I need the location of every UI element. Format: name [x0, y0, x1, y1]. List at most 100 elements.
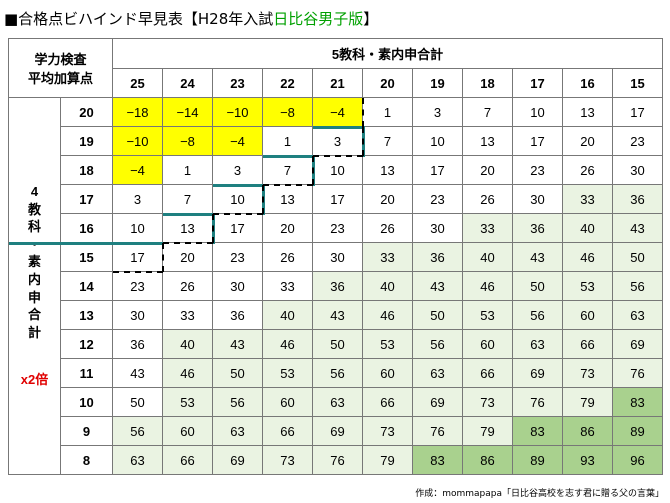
row-header: 10: [60, 387, 113, 417]
table-cell: 36: [612, 184, 663, 214]
threshold-line: [312, 125, 363, 129]
column-header: 18: [462, 68, 513, 98]
dashed-line: [311, 155, 314, 185]
table-cell: 33: [462, 213, 513, 243]
table-cell: 10: [112, 213, 163, 243]
threshold-line: [8, 241, 113, 245]
table-cell: 17: [112, 242, 163, 272]
table-cell: 53: [162, 387, 213, 417]
table-cell: 36: [212, 300, 263, 330]
table-cell: 43: [212, 329, 263, 359]
row-header: 12: [60, 329, 113, 359]
table-cell: 66: [362, 387, 413, 417]
table-cell: 50: [612, 242, 663, 272]
row-header: 9: [60, 416, 113, 446]
table-cell: 26: [162, 271, 213, 301]
table-cell: 17: [312, 184, 363, 214]
table-cell: 43: [312, 300, 363, 330]
table-cell: 69: [312, 416, 363, 446]
table-cell: 23: [112, 271, 163, 301]
row-group-label-char: 計: [27, 324, 41, 340]
table-cell: 43: [612, 213, 663, 243]
table-cell: 63: [312, 387, 363, 417]
table-cell: 79: [562, 387, 613, 417]
table-cell: 30: [512, 184, 563, 214]
spacer: [9, 341, 60, 371]
table-cell: 89: [512, 445, 563, 475]
table-cell: 50: [412, 300, 463, 330]
table-cell: 56: [412, 329, 463, 359]
table-cell: 36: [512, 213, 563, 243]
row-group-label-char: 4: [30, 184, 39, 200]
threshold-line: [162, 212, 213, 216]
page-title: ■合格点ビハインド早見表【H28年入試日比谷男子版】: [4, 4, 378, 34]
table-cell: 36: [412, 242, 463, 272]
row-group-label-char: 科: [27, 219, 41, 235]
table-cell: 33: [362, 242, 413, 272]
table-cell: 66: [262, 416, 313, 446]
row-group-label-char: 申: [27, 289, 41, 305]
threshold-line: [112, 241, 163, 245]
table-cell: 30: [612, 155, 663, 185]
table-cell: 7: [362, 126, 413, 156]
score-table: 学力検査 平均加算点 5教科・素内申合計 25 24 23 22 21 20 19 18 17 1…: [8, 38, 663, 475]
table-cell: 26: [362, 213, 413, 243]
row-group-label-char: 内: [27, 272, 41, 287]
table-cell: 30: [312, 242, 363, 272]
table-cell: 17: [512, 126, 563, 156]
table-cell: 30: [112, 300, 163, 330]
table-cell: 10: [312, 155, 363, 185]
table-cell: 83: [512, 416, 563, 446]
table-cell: 7: [162, 184, 213, 214]
corner-label-line2: 平均加算点: [27, 71, 93, 86]
table-cell: 10: [412, 126, 463, 156]
column-header: 25: [112, 68, 163, 98]
table-cell: 96: [612, 445, 663, 475]
table-cell: 43: [512, 242, 563, 272]
table-cell: 66: [562, 329, 613, 359]
title-prefix: ■合格点ビハインド早見表【H28年入試: [4, 10, 274, 28]
table-cell: 1: [162, 155, 213, 185]
table-cell: 26: [262, 242, 313, 272]
column-header: 19: [412, 68, 463, 98]
table-cell: 93: [562, 445, 613, 475]
row-header: 11: [60, 358, 113, 388]
row-group-label-char: ・: [9, 236, 60, 254]
table-cell: 13: [162, 213, 213, 243]
dashed-line: [361, 97, 364, 127]
table-cell: 43: [412, 271, 463, 301]
row-header: 17: [60, 184, 113, 214]
title-highlight: 日比谷男子版: [273, 10, 364, 28]
row-header: 13: [60, 300, 113, 330]
dashed-line: [261, 184, 264, 214]
table-cell: −4: [312, 97, 363, 127]
credit-text: 作成：mommapapa「日比谷高校を志す君に贈る父の言葉」: [415, 489, 664, 499]
table-cell: 40: [462, 242, 513, 272]
row-group-label-char: 合: [27, 307, 41, 323]
table-cell: 50: [512, 271, 563, 301]
table-cell: 40: [362, 271, 413, 301]
table-cell: 33: [562, 184, 613, 214]
table-cell: 36: [112, 329, 163, 359]
dashed-line: [161, 242, 164, 272]
table-cell: −10: [112, 126, 163, 156]
table-cell: 60: [462, 329, 513, 359]
table-cell: 79: [462, 416, 513, 446]
table-cell: 10: [212, 184, 263, 214]
table-cell: 33: [162, 300, 213, 330]
table-cell: 3: [312, 126, 363, 156]
table-cell: 50: [212, 358, 263, 388]
table-cell: 56: [512, 300, 563, 330]
table-cell: 60: [362, 358, 413, 388]
table-cell: 13: [462, 126, 513, 156]
table-cell: 73: [562, 358, 613, 388]
dashed-line: [211, 213, 214, 243]
table-cell: 63: [112, 445, 163, 475]
table-cell: 1: [362, 97, 413, 127]
table-cell: 46: [162, 358, 213, 388]
table-cell: 10: [512, 97, 563, 127]
table-cell: 17: [612, 97, 663, 127]
table-cell: 66: [162, 445, 213, 475]
table-cell: 60: [262, 387, 313, 417]
row-header: 14: [60, 271, 113, 301]
